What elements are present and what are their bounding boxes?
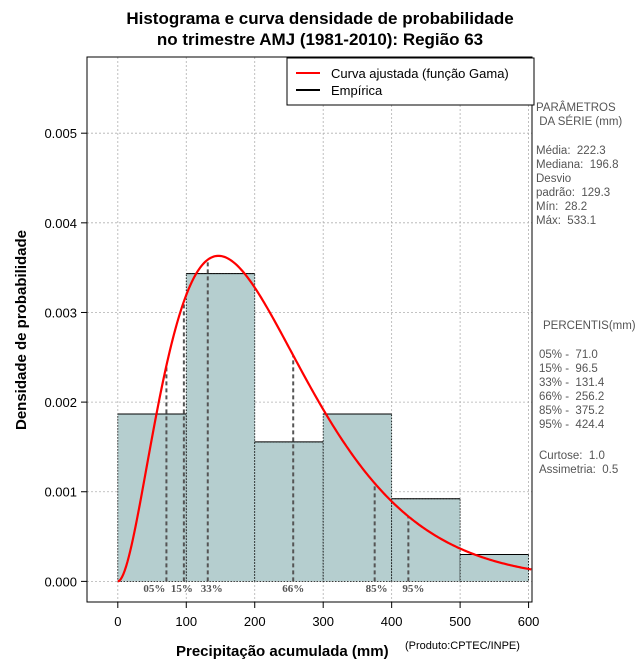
percentil-95: 95% - 424.4 [539, 419, 605, 431]
curtose: Curtose: 1.0 [539, 450, 605, 462]
legend-box [286, 57, 535, 106]
percentile-label: 85% [366, 583, 388, 595]
x-tick-label: 100 [175, 614, 197, 629]
histogram-bars [117, 273, 529, 582]
percentil-15: 15% - 96.5 [539, 363, 598, 375]
x-tick-label: 400 [381, 614, 403, 629]
stats-header-2: DA SÉRIE (mm) [536, 116, 623, 128]
stats-header-1: PARÂMETROS [536, 102, 616, 114]
stat-desvio-1: Desvio [536, 173, 572, 185]
percentile-lines: 05% 15% 33% 66% 85% 95% [143, 259, 424, 595]
y-tick-label: 0.001 [44, 485, 77, 500]
stat-min: Mín: 28.2 [536, 201, 588, 213]
percentile-label: 15% [171, 583, 193, 595]
y-tick-label: 0.003 [44, 305, 77, 320]
percentil-33: 33% - 131.4 [539, 377, 605, 389]
percentil-05: 05% - 71.0 [539, 349, 598, 361]
gamma-fit-curve [117, 254, 532, 583]
percentis-header: PERCENTIS(mm) [543, 320, 636, 332]
histogram-bar [254, 441, 324, 582]
stat-max: Máx: 533.1 [536, 215, 597, 227]
legend-label-empirical: Empírica [331, 83, 383, 98]
stat-media: Média: 222.3 [536, 145, 606, 157]
x-tick-label: 600 [518, 614, 540, 629]
x-tick-label: 0 [114, 614, 121, 629]
y-tick-label: 0.004 [44, 216, 77, 231]
product-credit: (Produto:CPTEC/INPE) [405, 640, 520, 652]
x-axis-label: Precipitação acumulada (mm) [176, 643, 389, 660]
percentile-label: 33% [201, 583, 223, 595]
x-tick-label: 300 [312, 614, 334, 629]
plot-frame [86, 56, 533, 603]
percentile-label: 66% [282, 583, 304, 595]
assimetria: Assimetria: 0.5 [539, 464, 619, 476]
y-axis-label: Densidade de probabilidade [13, 230, 30, 430]
histogram-bar [185, 273, 256, 582]
x-tick-label: 500 [449, 614, 471, 629]
legend-label-curve: Curva ajustada (função Gama) [331, 66, 509, 81]
x-tick-label: 200 [244, 614, 266, 629]
y-axis: 0.000 0.001 0.002 0.003 0.004 0.005 [44, 126, 87, 589]
chart-title-line-2: no trimestre AMJ (1981-2010): Região 63 [156, 30, 484, 49]
chart-title-line-1: Histograma e curva densidade de probabil… [126, 9, 514, 28]
stat-desvio-2: padrão: 129.3 [536, 187, 611, 199]
y-tick-label: 0.002 [44, 395, 77, 410]
histogram-bar [322, 413, 393, 582]
percentil-66: 66% - 256.2 [539, 391, 605, 403]
percentile-label: 05% [143, 583, 165, 595]
percentile-label: 95% [402, 583, 424, 595]
percentil-85: 85% - 375.2 [539, 405, 605, 417]
x-axis: 0 100 200 300 400 500 600 [114, 602, 539, 629]
stat-mediana: Mediana: 196.8 [536, 159, 619, 171]
y-tick-label: 0.005 [44, 126, 77, 141]
y-tick-label: 0.000 [44, 574, 77, 589]
legend: Curva ajustada (função Gama) Empírica [286, 57, 535, 106]
